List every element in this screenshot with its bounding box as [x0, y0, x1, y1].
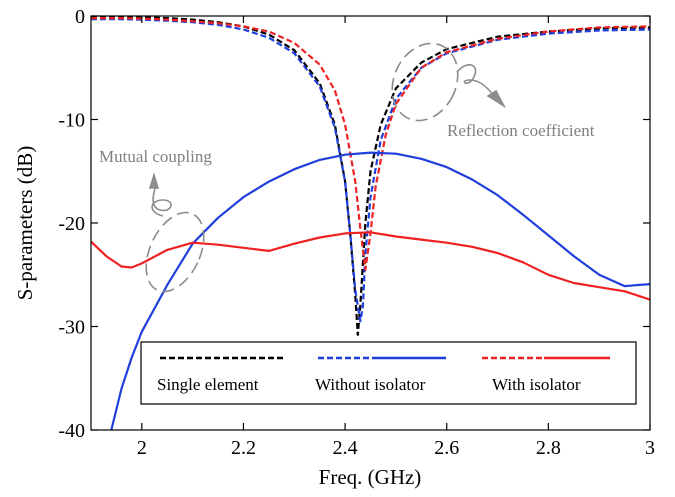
legend-label-without: Without isolator — [315, 375, 426, 394]
legend: Single element Without isolator With iso… — [140, 341, 637, 405]
series-line-with-s21 — [91, 231, 650, 301]
y-tick-label: -40 — [58, 420, 85, 442]
reflection-annotation-shape — [391, 42, 507, 122]
reflection-squiggle — [456, 64, 495, 97]
legend-label-with: With isolator — [492, 375, 581, 394]
axis-ticks — [91, 15, 651, 431]
reflection-ellipse — [391, 42, 459, 122]
mutual-coupling-squiggle — [151, 185, 172, 217]
x-tick-label: 2.4 — [333, 437, 358, 459]
series-line-with-s11 — [91, 17, 650, 271]
axis-tick-labels: 2 2.2 2.4 2.6 2.8 3 0 -10 -20 -30 -40 — [58, 6, 655, 459]
mutual-coupling-arrow-icon — [148, 172, 160, 189]
mutual-coupling-label: Mutual coupling — [99, 147, 212, 166]
curves-group — [91, 16, 650, 430]
x-tick-label: 2.2 — [231, 437, 256, 459]
mutual-coupling-annotation-shape — [145, 172, 205, 293]
y-tick-label: -30 — [58, 317, 85, 339]
x-tick-label: 2.8 — [536, 437, 561, 459]
y-tick-label: -20 — [58, 213, 85, 235]
legend-box — [140, 341, 637, 405]
legend-label-single: Single element — [157, 375, 259, 394]
x-tick-label: 3 — [645, 437, 655, 459]
x-tick-label: 2 — [137, 437, 147, 459]
x-tick-label: 2.6 — [434, 437, 459, 459]
y-tick-label: 0 — [75, 6, 85, 28]
mutual-coupling-ellipse — [145, 211, 205, 293]
x-axis-label: Freq. (GHz) — [319, 465, 422, 489]
reflection-label: Reflection coefficient — [447, 121, 595, 140]
series-line-without-s21 — [110, 151, 650, 430]
y-axis-label: S-parameters (dB) — [13, 146, 37, 301]
y-tick-label: -10 — [58, 110, 85, 132]
reflection-arrow-icon — [486, 89, 507, 109]
